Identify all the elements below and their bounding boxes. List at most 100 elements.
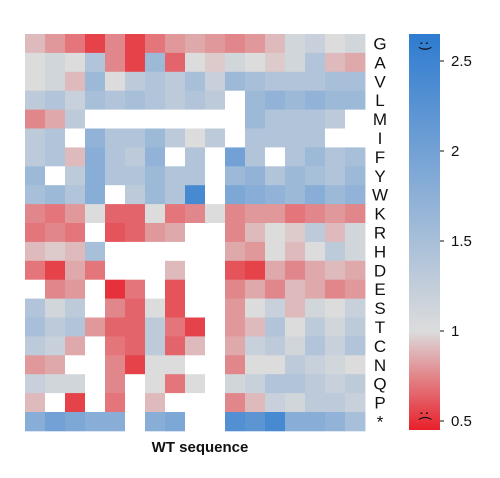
heatmap-cell (205, 241, 226, 262)
heatmap-cell (85, 166, 106, 186)
heatmap-cell (145, 260, 166, 281)
heatmap-cell (25, 52, 46, 73)
heatmap-cell (285, 412, 306, 432)
heatmap-cell (185, 223, 206, 243)
heatmap-cell (345, 355, 366, 375)
heatmap-cell (105, 241, 126, 262)
heatmap-cell (205, 90, 226, 110)
heatmap-cell (65, 241, 86, 262)
heatmap-cell (245, 279, 266, 299)
heatmap-cell (345, 412, 366, 432)
heatmap-cell (85, 128, 106, 148)
row-label: Q (373, 375, 386, 394)
heatmap-cell (125, 260, 146, 281)
heatmap-cell (265, 204, 286, 224)
heatmap-cell (25, 374, 46, 394)
frowny-face-icon: :( (417, 411, 433, 421)
heatmap-cell (285, 90, 306, 110)
heatmap-cell (345, 241, 366, 262)
heatmap-cell (105, 223, 126, 243)
heatmap-cell (105, 317, 126, 337)
heatmap-cell (265, 241, 286, 262)
heatmap-cell (165, 52, 186, 73)
heatmap-cell (305, 374, 326, 394)
row-label: D (374, 261, 386, 280)
heatmap-cell (265, 393, 286, 413)
heatmap-cell (65, 52, 86, 73)
heatmap-cell (125, 52, 146, 73)
heatmap-cell (65, 204, 86, 224)
heatmap-cell (25, 147, 46, 167)
heatmap-cell (125, 34, 146, 54)
heatmap-cell (45, 260, 66, 281)
heatmap-cell (125, 412, 146, 432)
heatmap-cell (285, 204, 306, 224)
row-label: E (374, 280, 385, 299)
heatmap-cell (345, 166, 366, 186)
heatmap-cell (185, 374, 206, 394)
heatmap-cell (245, 147, 266, 167)
heatmap-cell (185, 52, 206, 73)
heatmap-cell (325, 128, 346, 148)
heatmap-cell (285, 393, 306, 413)
heatmap-cell (185, 34, 206, 54)
heatmap-cell (245, 355, 266, 375)
heatmap-cell (225, 317, 246, 337)
heatmap-cell (285, 374, 306, 394)
heatmap-cell (265, 166, 286, 186)
heatmap-cell (105, 52, 126, 73)
heatmap-cell (325, 185, 346, 205)
heatmap-cell (325, 374, 346, 394)
heatmap-cell (125, 166, 146, 186)
heatmap-cell (265, 109, 286, 129)
heatmap-cell (105, 393, 126, 413)
heatmap-cell (265, 52, 286, 73)
heatmap-cell (65, 374, 86, 394)
heatmap-cell (145, 204, 166, 224)
heatmap-cell (45, 166, 66, 186)
heatmap-cell (25, 90, 46, 110)
heatmap-cell (325, 279, 346, 299)
heatmap-cell (225, 279, 246, 299)
heatmap-cell (305, 34, 326, 54)
heatmap-cell (245, 109, 266, 129)
colorbar-tick-label: 2.5 (451, 53, 472, 70)
heatmap-cell (185, 147, 206, 167)
smiley-face-icon: :) (417, 41, 433, 51)
heatmap-cell (65, 279, 86, 299)
heatmap-cell (65, 128, 86, 148)
heatmap-cell (305, 298, 326, 318)
heatmap-cell (265, 298, 286, 318)
heatmap-cell (125, 71, 146, 92)
heatmap-cell (305, 393, 326, 413)
row-label: R (374, 223, 386, 242)
heatmap-cell (245, 374, 266, 394)
heatmap-cell (105, 185, 126, 205)
heatmap-cell (185, 166, 206, 186)
heatmap-cell (45, 223, 66, 243)
heatmap-cell (105, 298, 126, 318)
row-label: L (375, 91, 384, 110)
heatmap-cell (105, 128, 126, 148)
heatmap-cell (25, 317, 46, 337)
heatmap-cell (25, 128, 46, 148)
heatmap-cell (305, 317, 326, 337)
heatmap-cell (225, 128, 246, 148)
row-label: W (372, 186, 388, 205)
heatmap-cell (305, 260, 326, 281)
heatmap-cell (165, 260, 186, 281)
heatmap-cell (85, 147, 106, 167)
heatmap-cell (185, 298, 206, 318)
heatmap-cell (205, 128, 226, 148)
heatmap-cell (285, 298, 306, 318)
heatmap-cell (205, 34, 226, 54)
row-label: * (377, 412, 384, 431)
heatmap-cell (25, 223, 46, 243)
heatmap-cell (65, 355, 86, 375)
heatmap-cell (165, 412, 186, 432)
heatmap-cell (325, 336, 346, 356)
heatmap-cell (165, 109, 186, 129)
heatmap-cell (105, 34, 126, 54)
heatmap-cell (165, 71, 186, 92)
heatmap-cell (205, 317, 226, 337)
